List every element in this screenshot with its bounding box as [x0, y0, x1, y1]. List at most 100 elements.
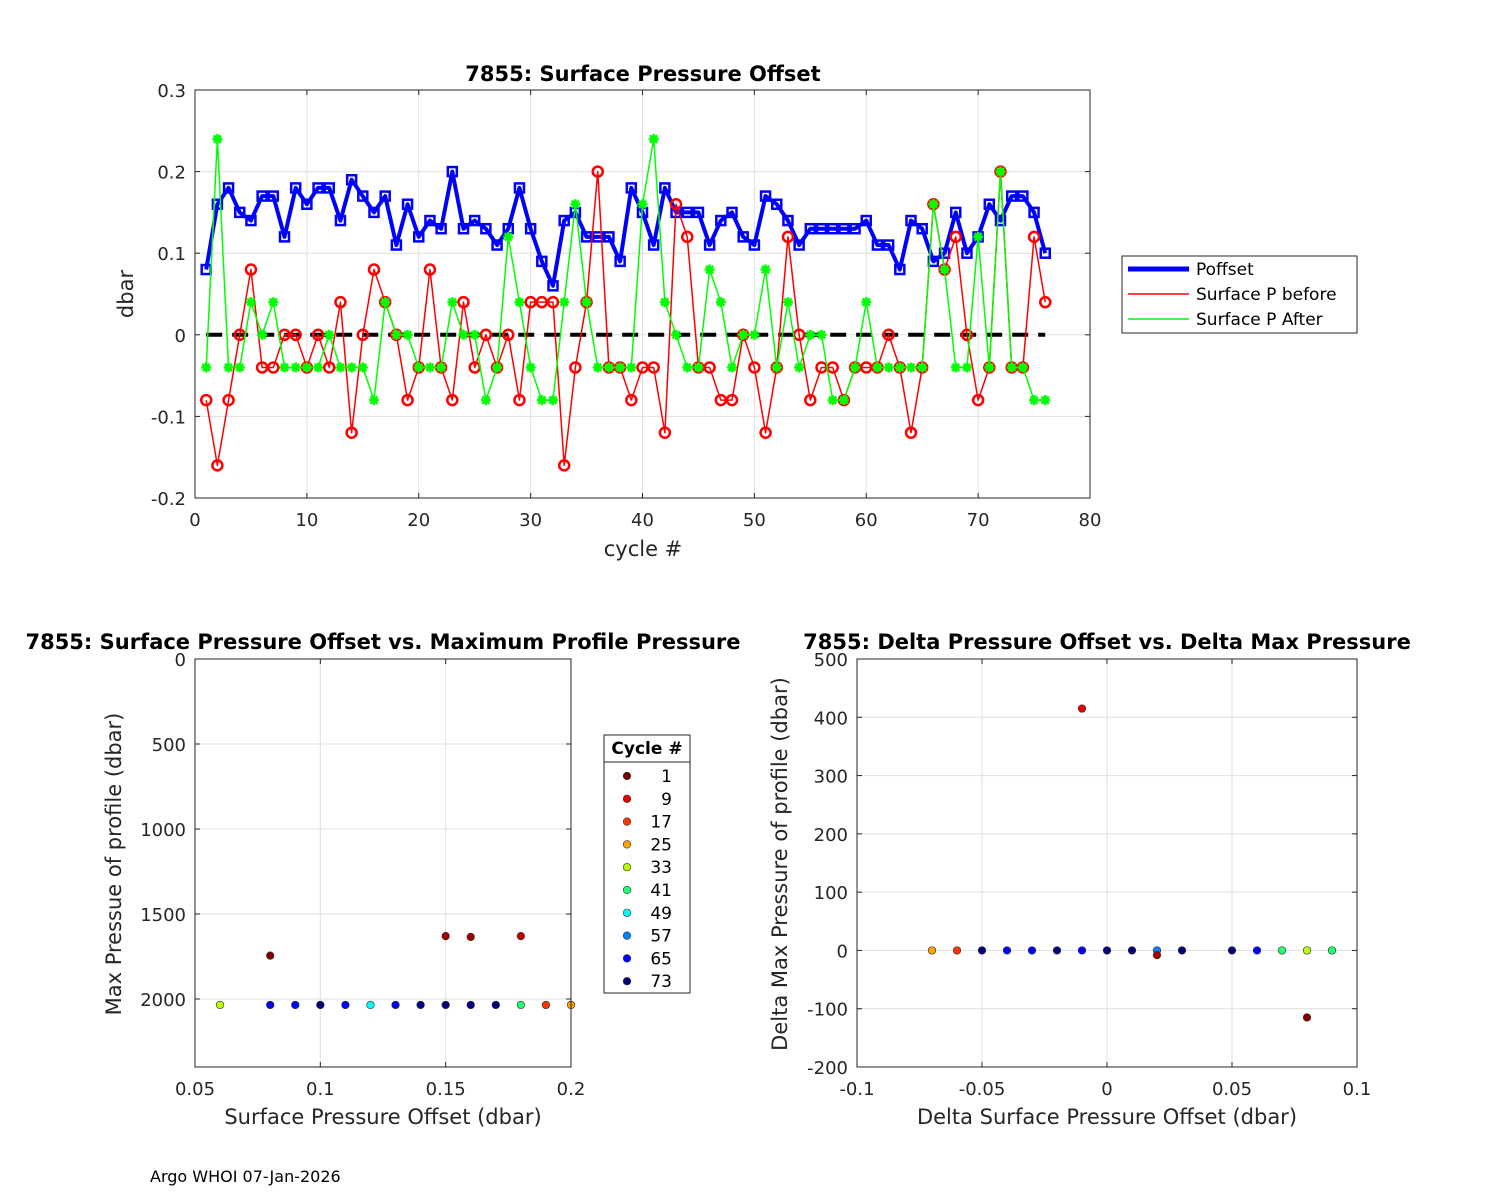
- surface-p-after-point: [201, 362, 212, 373]
- surface-p-before-point: [267, 361, 280, 374]
- surface-p-after-point: [715, 297, 726, 308]
- surface-p-before-point: [1039, 295, 1052, 309]
- chart3-y-tick-label: 300: [814, 767, 848, 788]
- chart3-x-tick-label: 0.05: [1212, 1079, 1252, 1100]
- chart2-y-tick-label: 2000: [140, 990, 186, 1011]
- surface-p-after-point: [313, 362, 324, 373]
- surface-p-after-point: [1017, 362, 1028, 373]
- poffset-point: [983, 198, 996, 210]
- surface-p-before-point: [949, 230, 962, 244]
- poffset-point: [703, 239, 716, 251]
- surface-p-after-point: [838, 395, 849, 406]
- cycle-legend-marker: [622, 794, 632, 803]
- surface-p-after-point: [357, 362, 368, 373]
- poffset-point: [524, 222, 537, 235]
- poffset-point: [782, 214, 794, 227]
- cycle-legend-marker: [622, 931, 632, 940]
- surface-p-before-point: [244, 263, 258, 276]
- surface-p-before-point: [211, 459, 224, 472]
- surface-p-before-point: [367, 263, 381, 276]
- surface-p-before-point: [457, 295, 470, 309]
- chart2-ylabel: Max Pressue of profile (dbar): [102, 713, 126, 1016]
- offset-maxp-point: [416, 1000, 425, 1010]
- surface-p-before-point: [569, 361, 582, 374]
- surface-p-after-point: [424, 362, 435, 373]
- chart3-ylabel: Delta Max Pressure of profile (dbar): [768, 677, 792, 1051]
- chart3-y-tick-label: -200: [807, 1058, 848, 1079]
- cycle-legend-marker: [622, 885, 632, 895]
- poffset-point: [222, 182, 235, 194]
- poffset-point: [345, 174, 358, 186]
- surface-p-after-point: [894, 362, 905, 373]
- surface-p-before-point: [658, 426, 672, 439]
- cycle-legend-label: 9: [661, 790, 672, 810]
- surface-p-before-point: [1027, 230, 1041, 244]
- poffset-point: [312, 182, 324, 194]
- chart3-x-tick-label: -0.05: [959, 1079, 1006, 1100]
- offset-maxp-point: [366, 1000, 375, 1010]
- chart1-xlabel: cycle #: [604, 537, 683, 561]
- surface-p-before-point: [882, 328, 895, 342]
- surface-p-after-point: [324, 329, 335, 340]
- poffset-point: [871, 239, 884, 251]
- surface-p-after-point: [492, 362, 503, 373]
- poffset-point: [916, 222, 928, 235]
- surface-p-after-point: [850, 362, 861, 373]
- poffset-point: [1017, 190, 1029, 202]
- surface-p-after-point: [961, 362, 972, 373]
- delta-point: [1077, 704, 1087, 713]
- delta-point: [1127, 946, 1137, 955]
- poffset-point: [536, 255, 548, 268]
- poffset-point: [860, 214, 872, 227]
- series-line-poffset: [204, 169, 1048, 288]
- delta-point: [1252, 946, 1262, 955]
- chart1-y-tick-label: -0.2: [151, 489, 186, 510]
- surface-p-after-point: [693, 362, 704, 373]
- chart1-x-tick-label: 30: [519, 510, 542, 531]
- poffset-point: [748, 239, 761, 251]
- surface-p-after-point: [682, 362, 693, 373]
- surface-p-before-point: [423, 263, 437, 276]
- poffset-point: [726, 206, 738, 219]
- surface-p-after-point: [402, 329, 413, 340]
- poffset-point: [390, 239, 403, 251]
- cycle-legend-label: 73: [650, 972, 672, 992]
- poffset-point: [894, 263, 906, 276]
- surface-p-before-point: [222, 393, 235, 407]
- cycle-legend-marker: [622, 977, 632, 986]
- surface-p-after-point: [615, 362, 626, 373]
- poffset-point: [804, 222, 817, 235]
- chart3-title: 7855: Delta Pressure Offset vs. Delta Ma…: [803, 630, 1411, 654]
- chart1-x-tick-label: 60: [855, 510, 878, 531]
- surface-p-before-point: [479, 328, 493, 342]
- surface-p-after-point: [536, 395, 547, 406]
- poffset-point: [614, 255, 626, 268]
- chart2-title: 7855: Surface Pressure Offset vs. Maximu…: [25, 630, 740, 654]
- surface-p-after-point: [603, 362, 614, 373]
- poffset-point: [715, 214, 727, 227]
- surface-p-after-point: [436, 362, 447, 373]
- chart2-x-tick-label: 0.15: [426, 1079, 466, 1100]
- delta-point: [977, 946, 987, 955]
- delta-point: [1327, 946, 1337, 955]
- surface-p-before-point: [759, 426, 772, 439]
- chart3-x-tick-label: 0.1: [1343, 1079, 1372, 1100]
- surface-p-after-point: [995, 166, 1006, 177]
- chart3-x-tick-label: 0: [1101, 1079, 1112, 1100]
- surface-p-after-point: [223, 362, 234, 373]
- poffset-point: [211, 198, 224, 210]
- surface-p-before-point: [781, 230, 795, 244]
- cycle-legend-marker: [622, 863, 632, 872]
- chart1-y-tick-label: 0.3: [157, 81, 186, 102]
- surface-p-after-point: [469, 329, 480, 340]
- offset-maxp-point: [266, 1000, 275, 1010]
- surface-p-after-point: [268, 297, 279, 308]
- surface-p-after-point: [805, 329, 816, 340]
- surface-p-after-point: [816, 329, 827, 340]
- surface-p-before-point: [904, 426, 918, 439]
- poffset-point: [368, 206, 380, 219]
- surface-p-before-point: [323, 361, 336, 374]
- surface-p-before-point: [289, 328, 302, 342]
- delta-point: [1052, 946, 1062, 955]
- surface-p-after-point: [738, 329, 749, 340]
